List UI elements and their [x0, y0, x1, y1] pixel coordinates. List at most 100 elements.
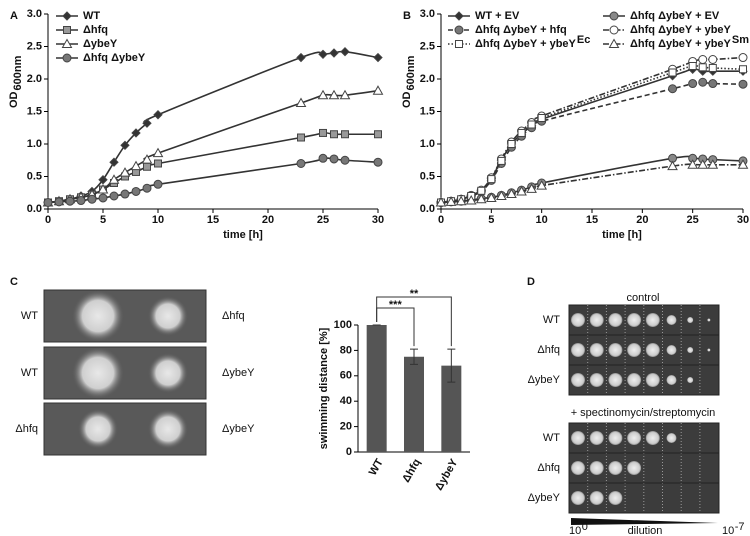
- y-tick-label: 1.5: [420, 105, 435, 117]
- x-tick-label: Δhfq: [400, 457, 423, 485]
- marker: [142, 183, 152, 193]
- legend-label: WT + EV: [475, 10, 520, 22]
- spot: [589, 431, 604, 445]
- spot: [608, 491, 623, 505]
- marker: [317, 89, 329, 100]
- spot: [627, 343, 642, 357]
- spot: [666, 315, 677, 325]
- legend-label: Δhfq: [83, 24, 108, 36]
- strain-label: WT: [543, 314, 560, 326]
- legend-label: Δhfq ΔybeY + ybeY: [475, 38, 577, 50]
- marker: [739, 65, 747, 74]
- strain-label: ΔybeY: [222, 423, 255, 435]
- marker: [152, 147, 164, 158]
- photo-title: control: [626, 292, 659, 304]
- y-axis-label: OD: [8, 91, 20, 108]
- spot: [666, 433, 677, 443]
- bar: [441, 365, 462, 452]
- bar: [366, 325, 387, 452]
- spot: [589, 343, 604, 357]
- scale-end-exp: -7: [735, 521, 745, 533]
- marker: [373, 52, 383, 63]
- y-tick-label: 80: [340, 344, 352, 356]
- scale-label: dilution: [628, 525, 663, 536]
- marker: [296, 159, 306, 168]
- x-tick-label: 10: [536, 214, 548, 226]
- dilution-wedge: [571, 518, 718, 525]
- marker: [698, 77, 708, 87]
- series-line: [47, 50, 379, 204]
- marker: [339, 89, 351, 100]
- y-tick-label: 2.5: [27, 40, 42, 52]
- marker: [131, 128, 141, 138]
- marker: [318, 49, 328, 60]
- marker: [668, 84, 678, 94]
- swim-halo: [148, 409, 188, 449]
- marker: [43, 198, 53, 207]
- spot: [608, 431, 623, 445]
- marker: [54, 197, 64, 207]
- x-tick-label: 15: [207, 214, 219, 226]
- spot: [571, 431, 585, 445]
- strain-label: WT: [21, 367, 38, 379]
- marker: [374, 130, 382, 139]
- y-tick-label: 60: [340, 370, 352, 382]
- x-tick-label: 30: [737, 214, 749, 226]
- spot: [571, 461, 585, 475]
- marker: [454, 11, 464, 21]
- marker: [738, 53, 748, 63]
- spot: [571, 343, 585, 357]
- panel-letter: A: [10, 10, 18, 22]
- legend-label-sup: Ec: [577, 34, 590, 46]
- strain-label: Δhfq: [15, 423, 38, 435]
- legend-label: Δhfq ΔybeY + ybeY: [630, 38, 732, 50]
- series-line: [440, 68, 743, 204]
- spot: [645, 343, 660, 357]
- marker: [131, 186, 141, 196]
- spot: [589, 373, 604, 387]
- x-tick-label: 25: [687, 214, 699, 226]
- marker: [485, 192, 497, 202]
- x-tick-label: 5: [488, 214, 494, 226]
- spot: [589, 461, 604, 475]
- marker: [667, 160, 678, 171]
- series-line: [440, 64, 744, 204]
- marker: [497, 156, 506, 165]
- y-tick-label: 1.0: [420, 138, 435, 150]
- y-tick-label: 0.0: [420, 203, 435, 215]
- x-tick-label: 15: [586, 214, 598, 226]
- spot: [687, 347, 694, 353]
- marker: [329, 48, 339, 58]
- legend-label: Δhfq ΔybeY: [83, 52, 146, 64]
- error-bar: [447, 348, 456, 383]
- spot: [687, 377, 694, 383]
- spot: [687, 317, 694, 323]
- y-tick-label: 1.5: [27, 105, 42, 117]
- swim-halo: [72, 290, 124, 342]
- marker: [687, 159, 699, 169]
- marker: [109, 157, 119, 167]
- significance-label: **: [410, 288, 419, 300]
- marker: [475, 193, 487, 204]
- significance-bracket: [376, 296, 452, 347]
- marker: [738, 79, 748, 89]
- spot: [707, 318, 711, 322]
- strain-label: Δhfq: [537, 344, 560, 356]
- legend-label: Δhfq ΔybeY + hfq: [475, 24, 567, 36]
- marker: [487, 175, 496, 184]
- marker: [708, 63, 717, 72]
- y-tick-label: 3.0: [27, 8, 42, 20]
- scale-start-exp: 0: [582, 521, 588, 533]
- marker: [109, 191, 119, 201]
- marker: [527, 120, 536, 129]
- swim-halo: [148, 296, 188, 336]
- spot: [627, 431, 642, 445]
- marker: [62, 11, 72, 21]
- legend-label: Δhfq ΔybeY + ybeY: [630, 24, 732, 36]
- spot: [666, 375, 677, 385]
- marker: [97, 183, 109, 194]
- legend-label: ΔybeY: [83, 38, 118, 50]
- y-axis-label-sub: 600nm: [405, 55, 417, 90]
- marker: [445, 196, 457, 206]
- marker: [516, 185, 527, 196]
